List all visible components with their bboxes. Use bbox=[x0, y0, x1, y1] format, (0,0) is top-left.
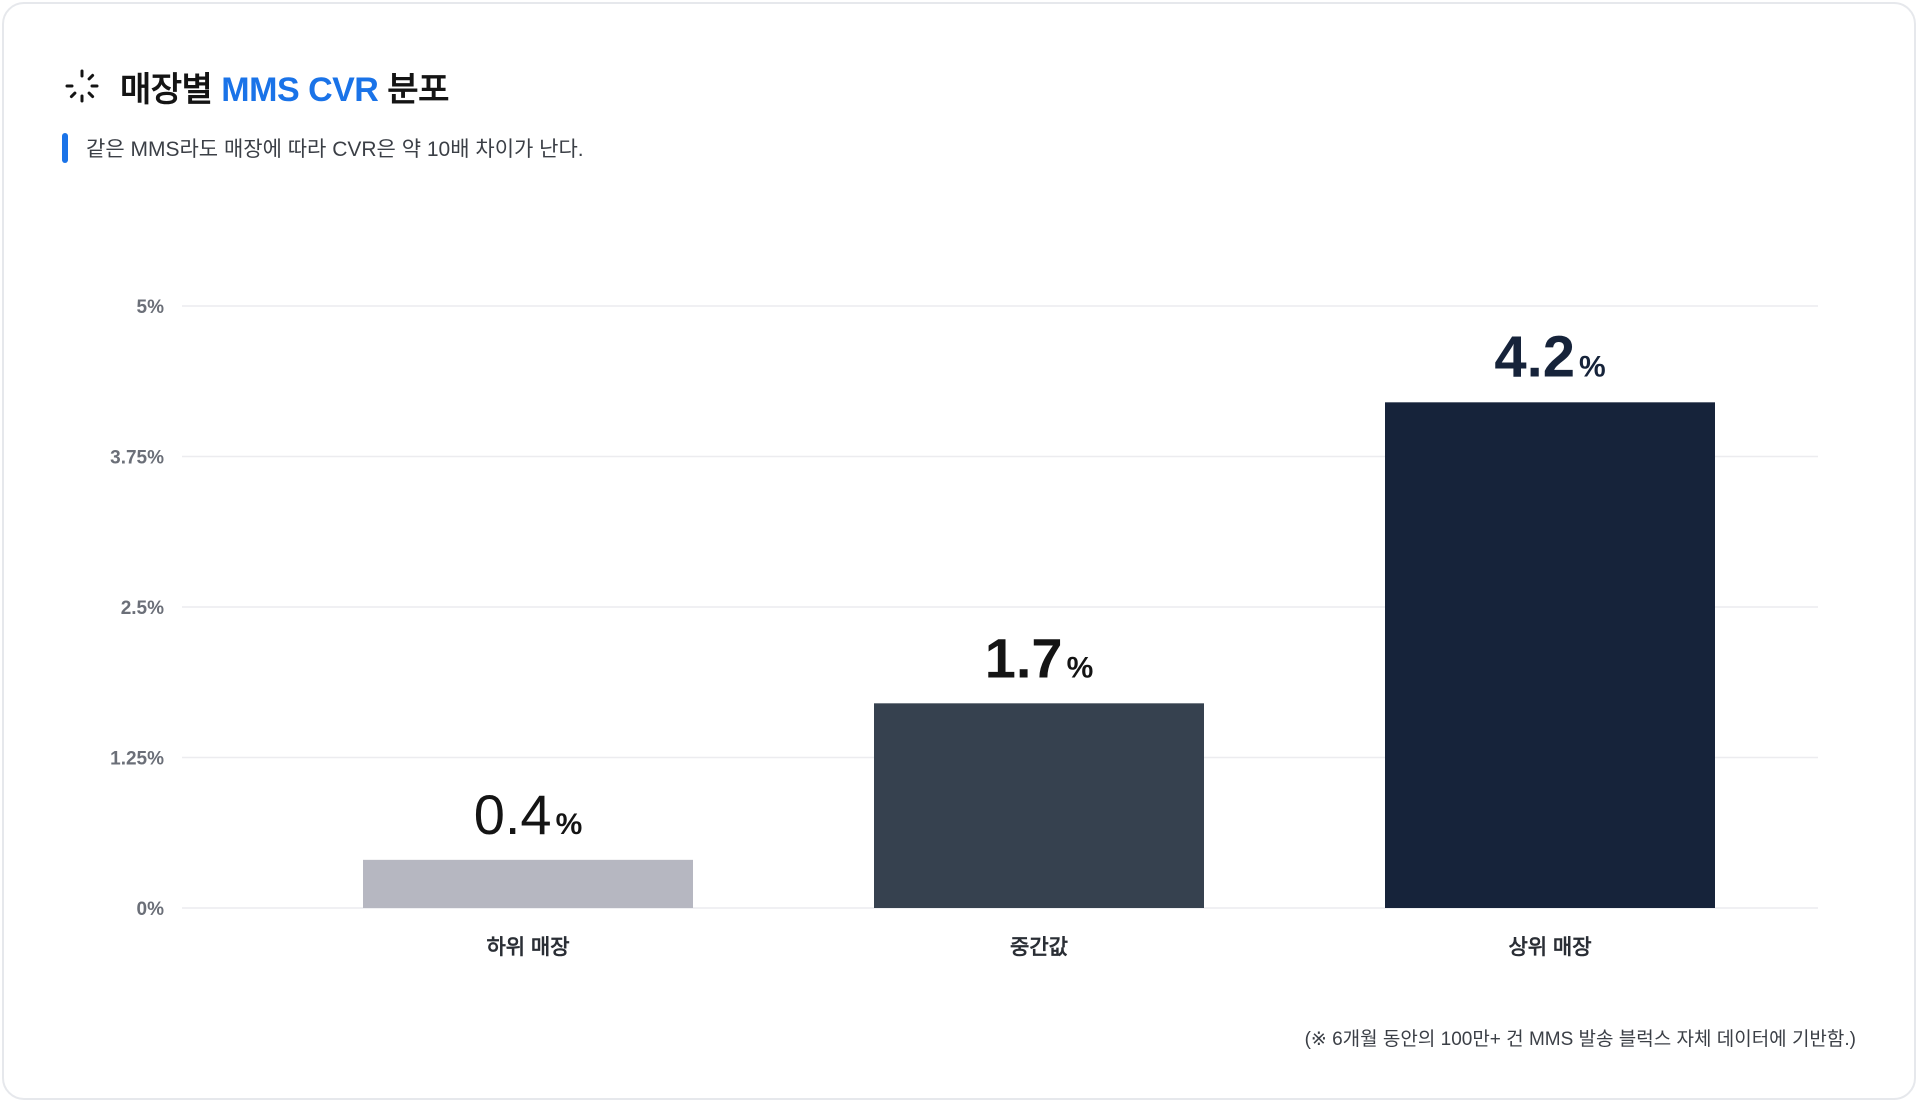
y-tick-label: 5% bbox=[137, 297, 165, 318]
y-tick-label: 3.75% bbox=[110, 448, 164, 469]
x-tick-label: 상위 매장 bbox=[1508, 936, 1591, 959]
data-label: 0.4% bbox=[474, 783, 583, 846]
title-prefix: 매장별 bbox=[120, 70, 222, 109]
bar bbox=[1385, 402, 1715, 908]
subtitle-accent-bar bbox=[62, 133, 68, 163]
footnote: (※ 6개월 동안의 100만+ 건 MMS 발송 블럭스 자체 데이터에 기반… bbox=[1304, 1029, 1856, 1050]
x-tick-label: 하위 매장 bbox=[486, 936, 569, 959]
x-tick-label: 중간값 bbox=[1010, 936, 1068, 959]
y-tick-label: 1.25% bbox=[110, 749, 164, 770]
title-accent: MMS CVR bbox=[221, 70, 379, 109]
y-tick-label: 0% bbox=[137, 899, 165, 920]
y-tick-label: 2.5% bbox=[121, 598, 164, 619]
chart-subtitle: 같은 MMS라도 매장에 따라 CVR은 약 10배 차이가 난다. bbox=[62, 132, 584, 164]
chart-header: 매장별 MMS CVR 분포 bbox=[62, 62, 449, 110]
spinner-icon bbox=[65, 69, 99, 103]
title-suffix: 분포 bbox=[378, 70, 449, 109]
subtitle-text: 같은 MMS라도 매장에 따라 CVR은 약 10배 차이가 난다. bbox=[86, 138, 584, 161]
bar bbox=[363, 859, 693, 908]
data-label: 1.7% bbox=[985, 626, 1094, 689]
chart-title: 매장별 MMS CVR 분포 bbox=[120, 62, 449, 111]
data-label: 4.2% bbox=[1494, 324, 1605, 389]
bar-chart: 0% 1.25% 2.5% 3.75% 5% 0.4 % 하위 매장 1.7 % 중간값 4.2 % 상위… bbox=[110, 297, 1818, 959]
bar bbox=[874, 703, 1204, 908]
